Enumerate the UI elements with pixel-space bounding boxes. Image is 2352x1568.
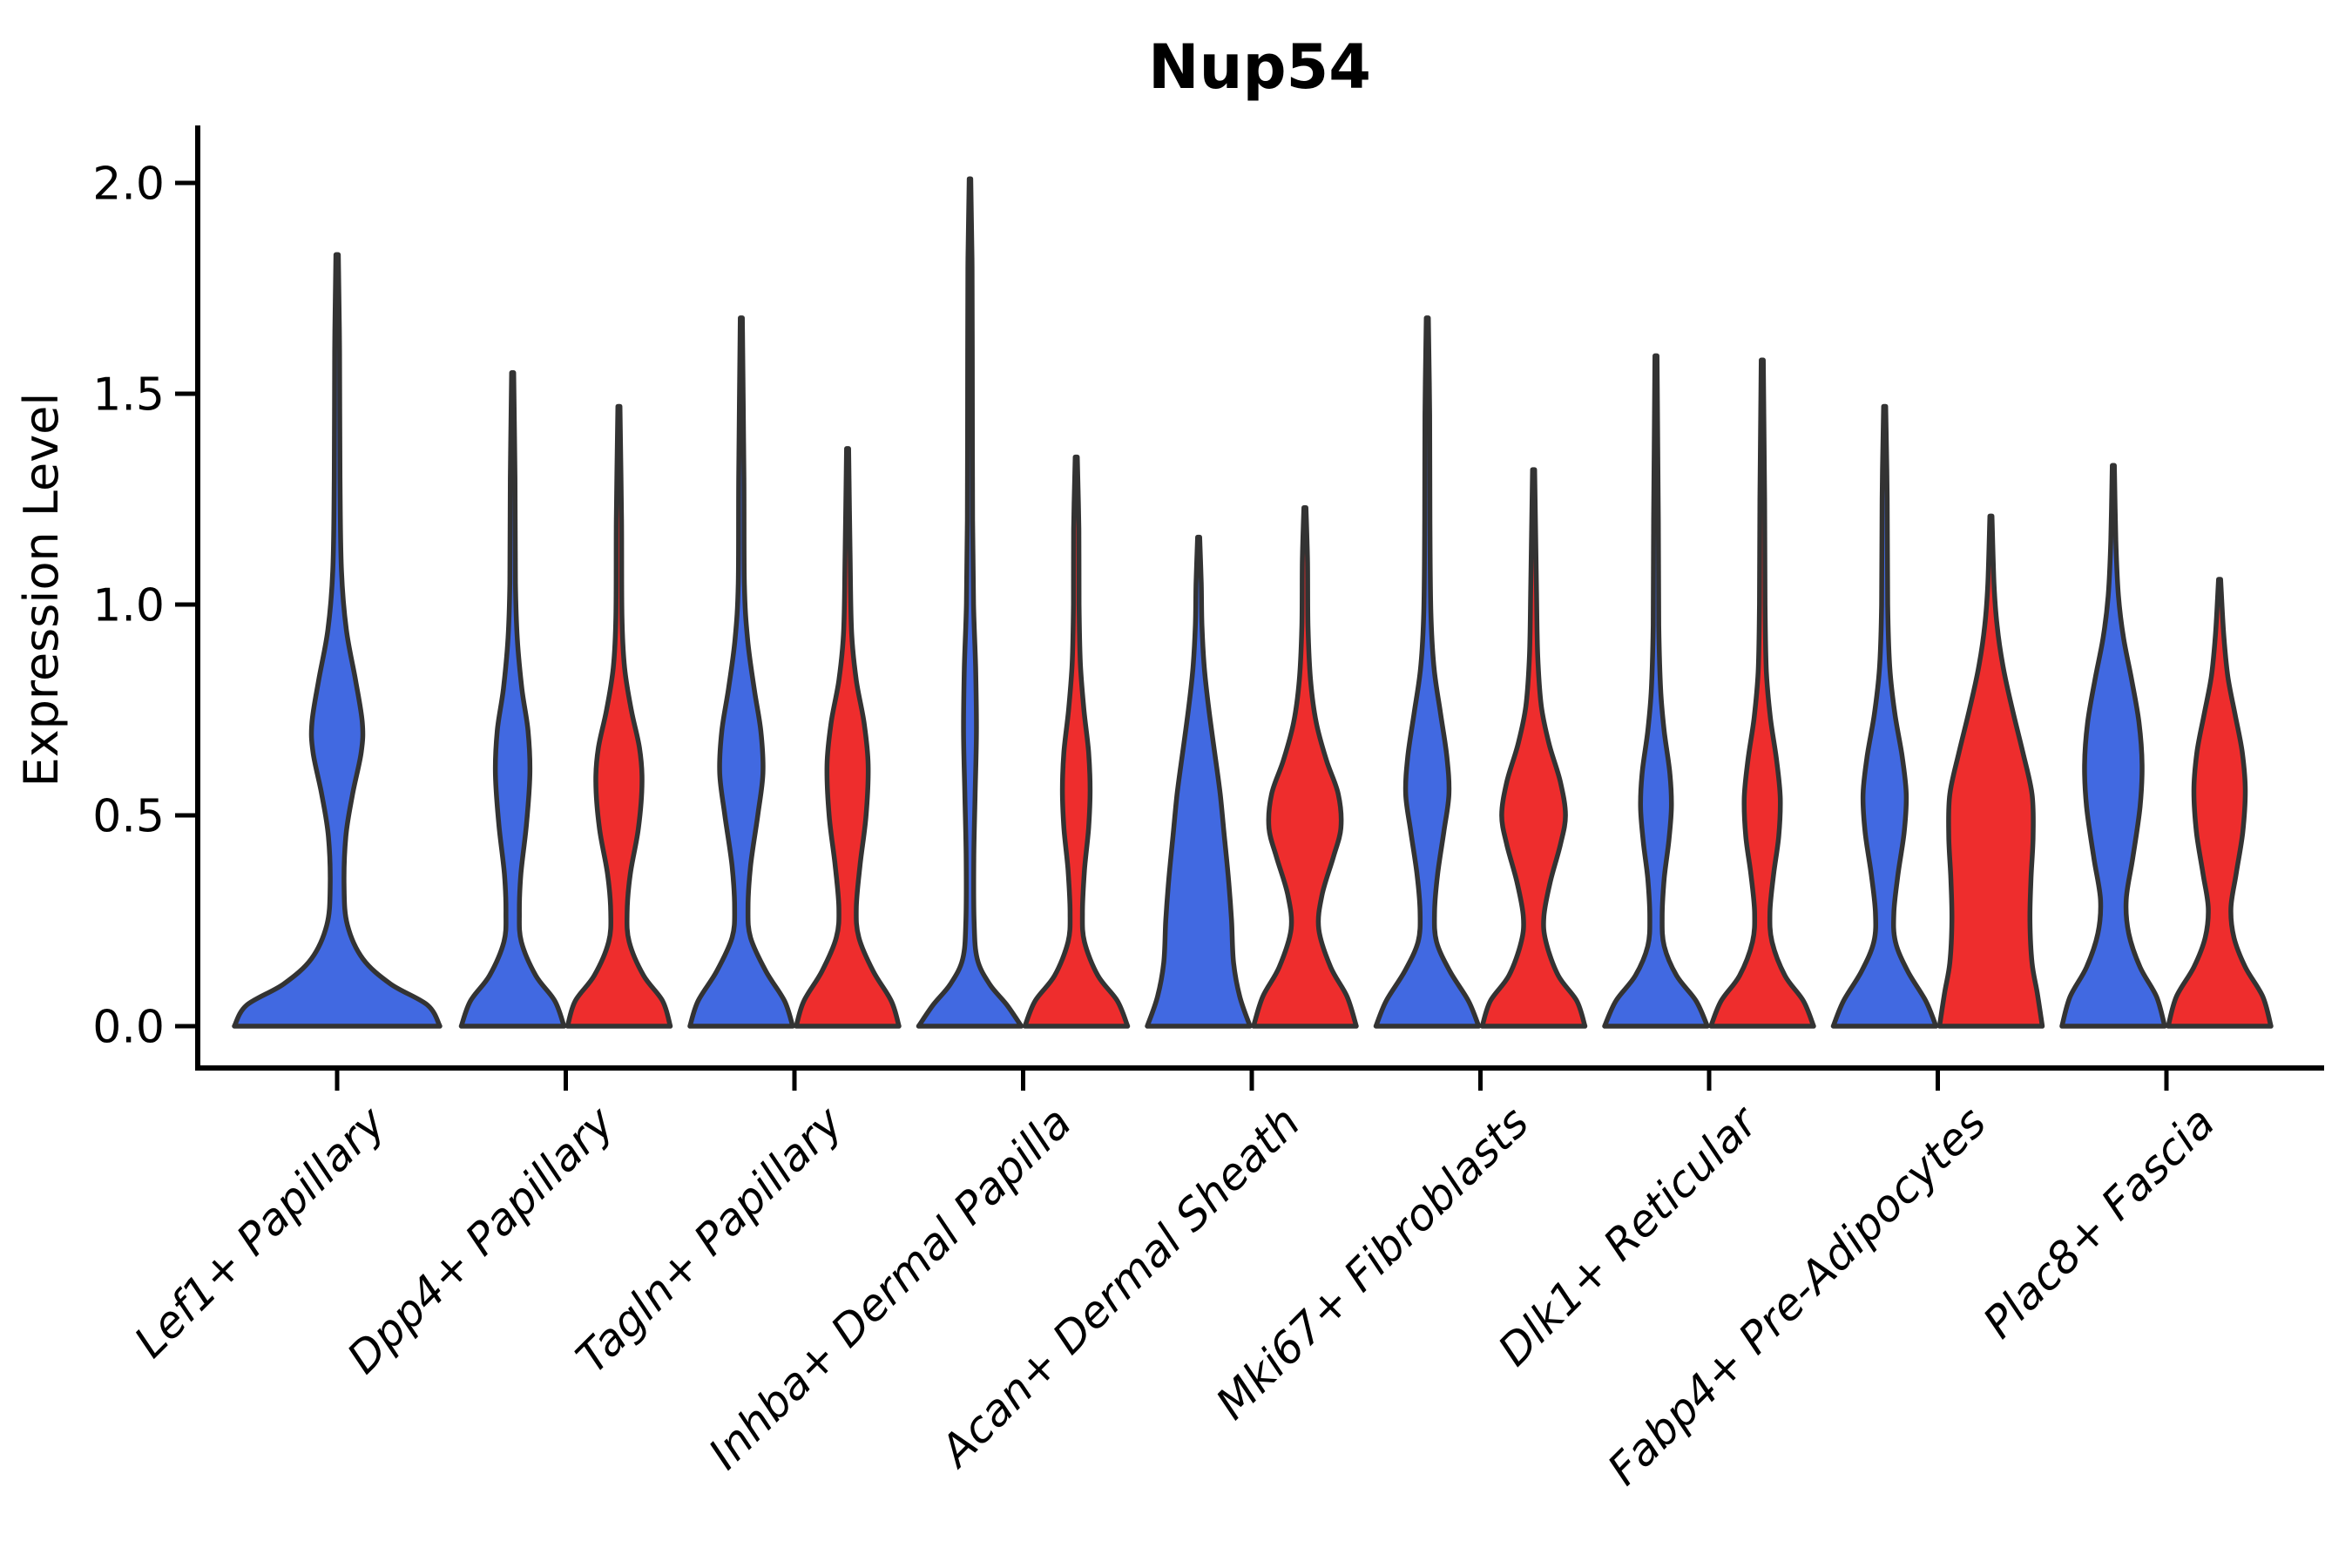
y-axis-label: Expression Level (14, 393, 69, 787)
violin-tagln-papillary-red (794, 446, 902, 1029)
violin-mki67-fibroblasts-blue (1373, 315, 1482, 1029)
violin-mki67-fibroblasts-red (1479, 467, 1588, 1029)
violin-tagln-papillary-blue (687, 315, 795, 1029)
violin-fabp4-pre-adipocytes-red (1936, 513, 2045, 1029)
y-tick-label: 1.0 (92, 580, 165, 632)
violin-lef1-papillary-blue (232, 252, 443, 1029)
y-tick-label: 2.0 (92, 159, 165, 211)
violin-dpp4-papillary-blue (458, 370, 567, 1029)
x-tick-label-inhba-dermal-papilla: Inhba+ Dermal Papilla (700, 1097, 1081, 1478)
violin-acan-dermal-sheath-blue (1145, 534, 1253, 1029)
violin-acan-dermal-sheath-red (1251, 504, 1359, 1029)
violin-inhba-dermal-papilla-blue (916, 176, 1024, 1029)
x-tick-label-plac8-fascia: Plac8+ Fascia (1974, 1097, 2225, 1348)
violin-inhba-dermal-papilla-red (1022, 454, 1131, 1029)
x-tick-label-acan-dermal-sheath: Acan+ Dermal Sheath (929, 1097, 1310, 1477)
violins-layer (232, 176, 2274, 1029)
y-tick-label: 1.5 (92, 369, 165, 422)
y-tick-label: 0.5 (92, 791, 165, 843)
violin-dlk1-reticular-blue (1602, 353, 1710, 1029)
y-tick-label: 0.0 (92, 1002, 165, 1054)
chart-title: Nup54 (1148, 31, 1371, 103)
violin-plac8-fascia-blue (2059, 463, 2167, 1029)
violin-dlk1-reticular-red (1708, 357, 1816, 1029)
violin-plac8-fascia-red (2166, 577, 2274, 1029)
violin-dpp4-papillary-red (564, 403, 673, 1029)
x-tick-label-lef1-papillary: Lef1+ Papillary (125, 1096, 395, 1367)
violin-fabp4-pre-adipocytes-blue (1830, 403, 1939, 1029)
x-tick-label-fabp4-pre-adipocytes: Fabp4+ Pre-Adipocytes (1598, 1097, 1996, 1495)
